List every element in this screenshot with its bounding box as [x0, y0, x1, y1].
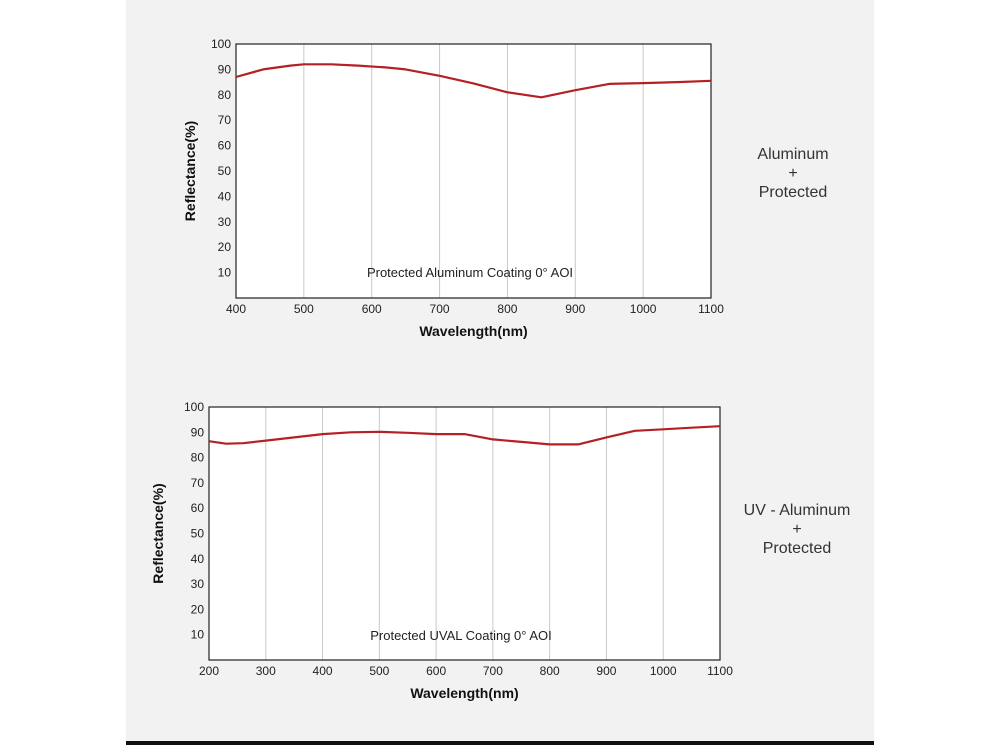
y-axis-title: Reflectance(%) — [150, 483, 166, 583]
x-tick-label: 600 — [362, 302, 382, 316]
y-tick-label: 100 — [211, 37, 231, 51]
y-tick-label: 70 — [218, 113, 232, 127]
y-tick-label: 80 — [191, 451, 205, 465]
side-label-aluminum: Aluminum + Protected — [683, 145, 903, 202]
y-tick-label: 60 — [218, 139, 232, 153]
y-tick-label: 50 — [218, 164, 232, 178]
x-tick-label: 800 — [540, 664, 560, 678]
coating-annotation: Protected UVAL Coating 0° AOI — [370, 628, 552, 643]
y-axis-title: Reflectance(%) — [182, 121, 198, 221]
plot-frame — [235, 43, 712, 299]
x-tick-label: 800 — [497, 302, 517, 316]
x-axis-title: Wavelength(nm) — [410, 685, 518, 701]
x-tick-label: 500 — [369, 664, 389, 678]
plot-background — [236, 44, 711, 298]
x-tick-label: 700 — [430, 302, 450, 316]
x-tick-label: 1100 — [707, 664, 733, 678]
x-tick-label: 400 — [313, 664, 333, 678]
side-label-uv-aluminum: UV - Aluminum + Protected — [687, 501, 907, 558]
y-tick-label: 80 — [218, 88, 232, 102]
x-axis-title: Wavelength(nm) — [419, 323, 527, 339]
plot-frame — [208, 406, 721, 661]
y-tick-label: 70 — [191, 476, 205, 490]
x-tick-label: 900 — [596, 664, 616, 678]
y-tick-label: 10 — [191, 628, 205, 642]
x-tick-label: 1100 — [698, 302, 724, 316]
x-tick-label: 300 — [256, 664, 276, 678]
y-tick-label: 50 — [191, 527, 205, 541]
y-tick-label: 90 — [218, 62, 232, 76]
side-label-line: + — [788, 165, 798, 182]
side-label-line: Aluminum — [757, 146, 829, 163]
bottom-rule — [126, 741, 874, 745]
side-label-line: UV - Aluminum — [743, 502, 851, 519]
y-tick-label: 60 — [191, 501, 205, 515]
side-label-line: Protected — [758, 184, 828, 201]
x-tick-label: 900 — [565, 302, 585, 316]
x-tick-label: 1000 — [650, 664, 677, 678]
y-tick-label: 100 — [184, 400, 204, 414]
y-tick-label: 30 — [218, 215, 232, 229]
y-tick-label: 10 — [218, 266, 232, 280]
x-tick-label: 200 — [199, 664, 219, 678]
x-tick-label: 600 — [426, 664, 446, 678]
y-tick-label: 90 — [191, 425, 205, 439]
side-label-line: + — [792, 521, 802, 538]
plot-background — [209, 407, 720, 660]
x-tick-label: 700 — [483, 664, 503, 678]
x-tick-label: 400 — [226, 302, 246, 316]
reflectance-line — [235, 63, 712, 99]
reflectance-line — [208, 425, 721, 446]
x-tick-label: 1000 — [630, 302, 657, 316]
coating-annotation: Protected Aluminum Coating 0° AOI — [367, 265, 573, 280]
y-tick-label: 40 — [218, 189, 232, 203]
x-tick-label: 500 — [294, 302, 314, 316]
y-tick-label: 30 — [191, 577, 205, 591]
y-tick-label: 20 — [191, 602, 205, 616]
side-label-line: Protected — [762, 540, 832, 557]
y-tick-label: 20 — [218, 240, 232, 254]
y-tick-label: 40 — [191, 552, 205, 566]
